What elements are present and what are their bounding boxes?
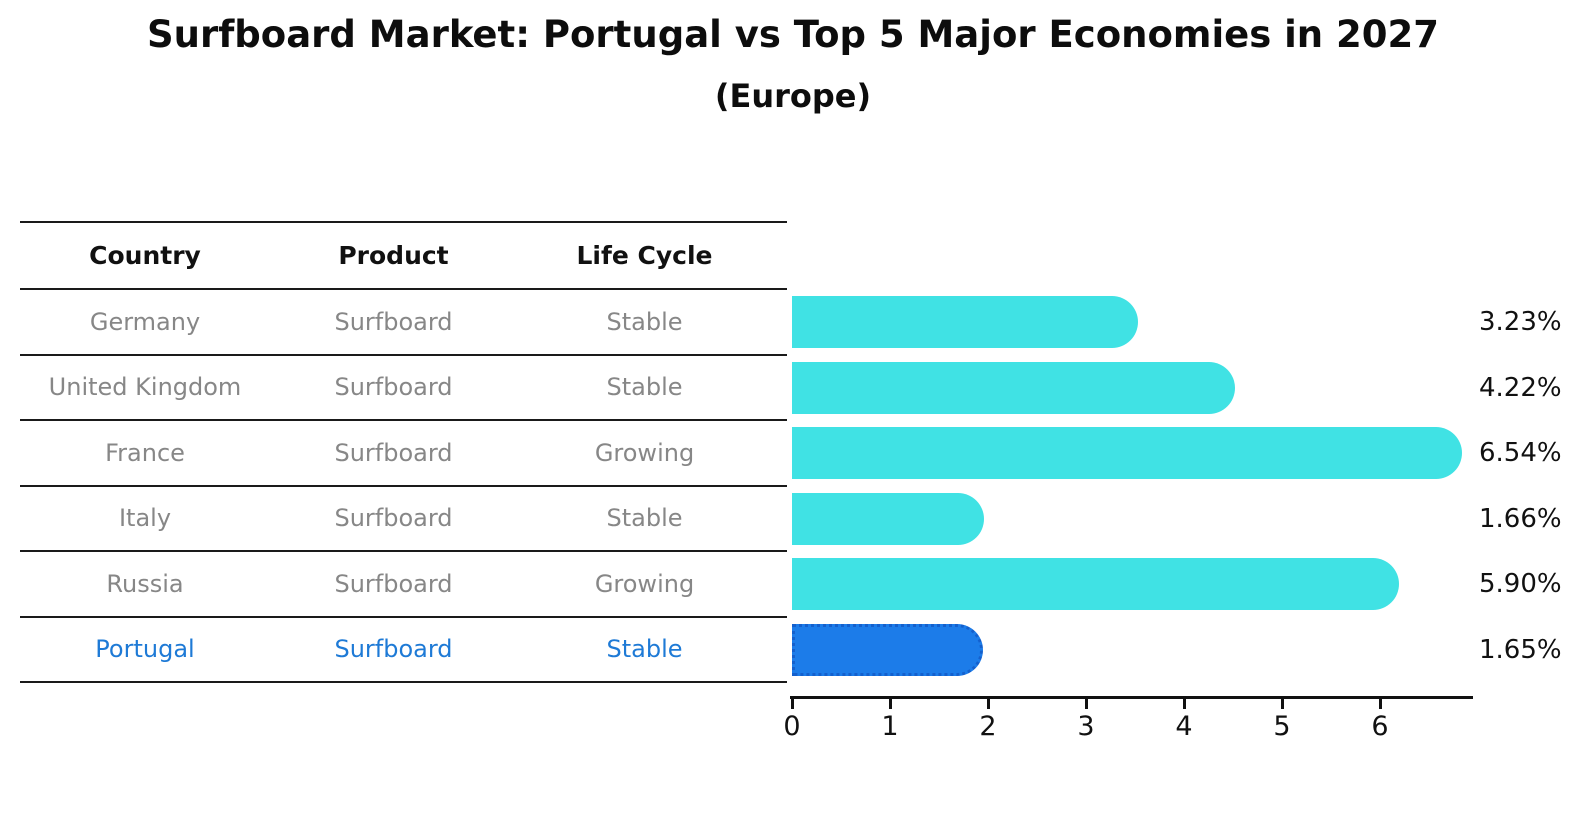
chart-title: Surfboard Market: Portugal vs Top 5 Majo… — [146, 13, 1440, 56]
product-cell: Surfboard — [334, 569, 453, 598]
axis-tick-label: 3 — [1077, 711, 1095, 742]
value-label: 3.23% — [1479, 307, 1562, 337]
value-label: 4.22% — [1479, 372, 1562, 403]
country-cell: Germany — [89, 307, 201, 336]
chart-subtitle: (Europe) — [714, 77, 872, 115]
country-cell: Russia — [106, 569, 184, 598]
axis-tick-label: 0 — [783, 711, 801, 742]
product-cell: Surfboard — [334, 438, 453, 467]
axis-tick-label: 2 — [979, 711, 997, 742]
bar-portugal — [792, 623, 983, 676]
axis-tick — [888, 699, 892, 709]
country-cell: France — [105, 438, 185, 467]
country-cell: Portugal — [95, 635, 195, 664]
axis-tick-label: 6 — [1371, 711, 1389, 742]
value-label: 6.54% — [1479, 438, 1562, 468]
country-cell: United Kingdom — [48, 373, 242, 402]
axis-tick — [1084, 699, 1088, 709]
value-label: 1.65% — [1479, 634, 1562, 665]
table-body: Germany Surfboard Stable United Kingdom … — [20, 290, 787, 683]
country-cell: Italy — [118, 504, 172, 533]
bar-france — [792, 427, 1462, 479]
life-cycle-cell: Stable — [606, 504, 683, 533]
table-row: Germany Surfboard Stable — [20, 290, 787, 356]
axis-tick — [1378, 699, 1382, 709]
life-cycle-cell: Stable — [606, 307, 683, 336]
table-row: Italy Surfboard Stable — [20, 487, 787, 552]
axis-tick — [1182, 699, 1186, 709]
table-row: Portugal Surfboard Stable — [20, 618, 787, 683]
axis-tick-label: 1 — [881, 711, 899, 742]
axis-tick-label: 5 — [1273, 711, 1291, 742]
column-header-life-cycle: Life Cycle — [576, 241, 713, 270]
x-axis-line — [790, 696, 1474, 699]
column-header-product: Product — [338, 241, 449, 270]
axis-tick — [1280, 699, 1284, 709]
axis-tick — [986, 699, 990, 709]
axis-tick — [790, 699, 794, 709]
table-header-row: Country Product Life Cycle — [20, 223, 787, 290]
product-cell: Surfboard — [334, 373, 453, 402]
axis-tick-label: 4 — [1175, 711, 1193, 742]
life-cycle-cell: Growing — [594, 438, 695, 467]
product-cell: Surfboard — [334, 504, 453, 533]
bar-russia — [792, 558, 1400, 610]
life-cycle-cell: Growing — [594, 569, 695, 598]
bar-italy — [792, 492, 984, 545]
column-header-country: Country — [89, 241, 201, 270]
life-cycle-cell: Stable — [606, 635, 683, 664]
table-row: United Kingdom Surfboard Stable — [20, 356, 787, 421]
value-label: 5.90% — [1479, 569, 1562, 599]
bar-germany — [792, 296, 1138, 348]
product-cell: Surfboard — [334, 307, 453, 336]
bar-united-kingdom — [792, 361, 1235, 414]
table-row: Russia Surfboard Growing — [20, 552, 787, 618]
table-row: France Surfboard Growing — [20, 421, 787, 487]
life-cycle-cell: Stable — [606, 373, 683, 402]
value-label: 1.66% — [1479, 503, 1562, 534]
product-cell: Surfboard — [334, 635, 453, 664]
data-table: Country Product Life Cycle Germany Surfb… — [20, 221, 787, 683]
